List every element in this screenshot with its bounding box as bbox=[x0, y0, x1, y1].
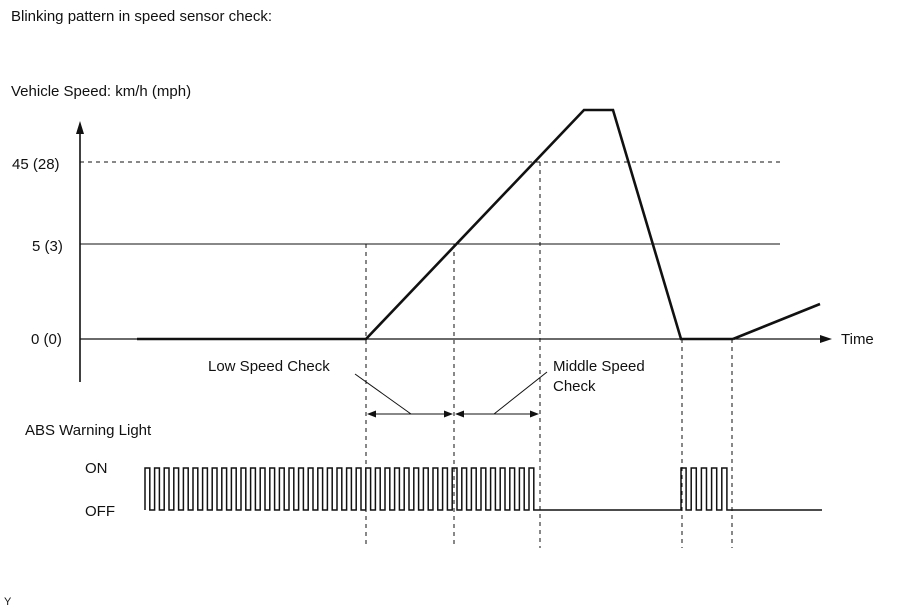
time-axis-label: Time bbox=[841, 331, 874, 348]
middle-speed-check-arrow bbox=[455, 410, 539, 418]
tick-label-0: 0 (0) bbox=[31, 331, 62, 348]
speed-axis-label: Vehicle Speed: km/h (mph) bbox=[11, 83, 191, 100]
low-speed-check-arrow bbox=[367, 410, 453, 418]
tick-label-5: 5 (3) bbox=[32, 238, 63, 255]
low-check-leader bbox=[354, 373, 412, 415]
middle-speed-check-label-line2: Check bbox=[553, 378, 596, 395]
diagram-title: Blinking pattern in speed sensor check: bbox=[11, 8, 272, 25]
middle-speed-check-label-line1: Middle Speed bbox=[553, 358, 645, 375]
abs-on-label: ON bbox=[85, 460, 108, 477]
tick-label-45: 45 (28) bbox=[12, 156, 60, 173]
speed-trace bbox=[137, 108, 733, 341]
low-speed-check-label: Low Speed Check bbox=[208, 358, 330, 375]
speed-trace-end bbox=[732, 302, 821, 341]
speed-axis-arrowhead bbox=[76, 121, 84, 134]
time-axis-arrowhead bbox=[820, 335, 832, 343]
middle-check-leader bbox=[493, 371, 548, 415]
figure-code: Y bbox=[4, 596, 12, 608]
abs-warning-light-label: ABS Warning Light bbox=[25, 422, 152, 439]
abs-off-label: OFF bbox=[85, 503, 115, 520]
abs-blink-signal bbox=[144, 467, 822, 511]
